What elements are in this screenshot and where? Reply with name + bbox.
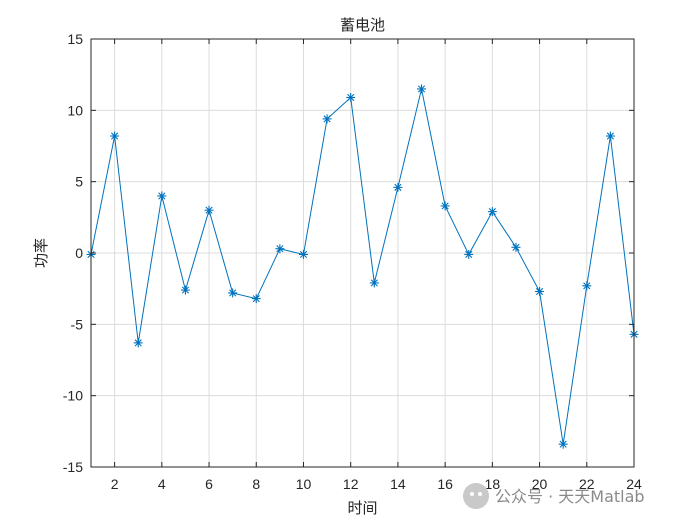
y-tick-label: -15	[63, 459, 83, 475]
x-axis-label: 时间	[347, 499, 377, 517]
x-tick-label: 2	[111, 476, 119, 492]
x-tick-label: 22	[579, 476, 595, 492]
series-line	[90, 88, 635, 445]
x-tick-label: 6	[205, 476, 213, 492]
data-point-marker	[133, 338, 143, 348]
y-tick-label: 0	[75, 245, 83, 261]
x-tick-label: 24	[626, 476, 642, 492]
x-tick-label: 18	[485, 476, 501, 492]
watermark: 公众号 · 天天Matlab	[463, 483, 645, 509]
data-point-marker	[511, 242, 521, 252]
data-point-marker	[275, 244, 285, 254]
x-tick-label: 16	[437, 476, 453, 492]
data-point-marker	[228, 288, 238, 298]
y-tick-label: 10	[67, 102, 83, 118]
data-point-marker	[251, 294, 261, 304]
x-tick-label: 10	[296, 476, 312, 492]
data-point-marker	[440, 201, 450, 211]
y-axis-label: 功率	[32, 238, 50, 268]
data-point-marker	[605, 131, 615, 141]
data-point-marker	[464, 249, 474, 259]
chart-title: 蓄电池	[340, 16, 385, 34]
wechat-icon	[463, 483, 489, 509]
y-tick-label: 15	[67, 31, 83, 47]
data-point-marker	[535, 287, 545, 297]
wechat-icon-eye-right	[478, 492, 482, 496]
data-point-marker	[204, 205, 214, 215]
data-point-marker	[180, 285, 190, 295]
x-tick-label: 20	[532, 476, 548, 492]
data-point-marker	[369, 278, 379, 288]
y-tick-label: 5	[75, 174, 83, 190]
data-point-marker	[157, 191, 167, 201]
watermark-text: 公众号 · 天天Matlab	[495, 487, 645, 506]
data-point-marker	[393, 182, 403, 192]
data-point-marker	[322, 114, 332, 124]
x-tick-label: 12	[343, 476, 359, 492]
y-tick-label: -10	[63, 388, 83, 404]
data-point-marker	[110, 131, 120, 141]
data-point-marker	[558, 439, 568, 449]
data-point-marker	[346, 92, 356, 102]
data-point-marker	[298, 249, 308, 259]
data-point-marker	[582, 281, 592, 291]
data-point-marker	[417, 84, 427, 94]
x-tick-label: 14	[390, 476, 406, 492]
x-tick-label: 4	[158, 476, 166, 492]
x-tick-label: 8	[252, 476, 260, 492]
y-tick-label: -5	[71, 316, 84, 332]
data-point-marker	[487, 207, 497, 217]
wechat-icon-eye-left	[470, 492, 474, 496]
